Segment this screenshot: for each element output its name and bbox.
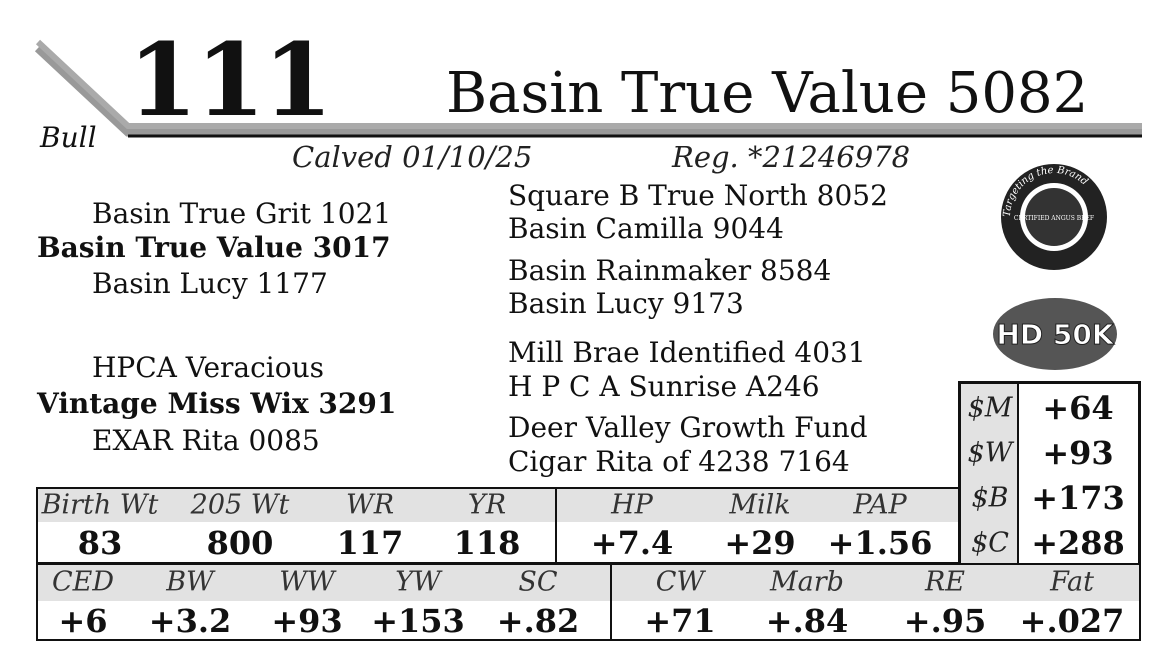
index-label: $C xyxy=(971,527,1009,559)
epd-header: CW xyxy=(655,566,705,598)
genomic-text: HD 50K xyxy=(996,318,1114,351)
animal-name: Basin True Value 5082 xyxy=(446,61,1089,126)
cab-center-text: CERTIFIED ANGUS BEEF xyxy=(1014,215,1094,222)
sire: Basin True Value 3017 xyxy=(37,231,391,264)
sire-dam: Basin Lucy 1177 xyxy=(92,267,328,300)
index-box xyxy=(958,381,1141,564)
outer-ancestor: Basin Camilla 9044 xyxy=(508,212,784,245)
performance-value: +1.56 xyxy=(827,524,933,562)
index-value: +173 xyxy=(1031,479,1125,517)
performance-header-bg xyxy=(38,489,958,522)
epd-table xyxy=(36,563,1141,641)
epd-value: +93 xyxy=(271,602,343,640)
epd-header: BW xyxy=(166,566,214,598)
epd-value: +6 xyxy=(58,602,108,640)
performance-header: Milk xyxy=(729,489,791,521)
registration: Reg. *21246978 xyxy=(672,140,911,174)
performance-value: +7.4 xyxy=(590,524,674,562)
index-value: +93 xyxy=(1042,434,1114,472)
cab-badge-core xyxy=(1025,188,1083,246)
epd-value: +.027 xyxy=(1019,602,1125,640)
index-label-bg xyxy=(961,384,1019,564)
dam-sire: HPCA Veracious xyxy=(92,351,324,384)
performance-value: 83 xyxy=(77,524,123,562)
sire-sire: Basin True Grit 1021 xyxy=(92,197,392,230)
performance-value: 800 xyxy=(206,524,274,562)
performance-header: Birth Wt xyxy=(41,489,159,521)
outer-ancestor: Cigar Rita of 4238 7164 xyxy=(508,445,850,478)
outer-ancestor: Basin Lucy 9173 xyxy=(508,287,744,320)
epd-divider xyxy=(610,565,612,639)
epd-header: Fat xyxy=(1050,566,1094,598)
outer-ancestor: Basin Rainmaker 8584 xyxy=(508,254,832,287)
performance-value: 118 xyxy=(453,524,521,562)
epd-value: +.95 xyxy=(903,602,987,640)
epd-value: +71 xyxy=(644,602,716,640)
outer-ancestor: Deer Valley Growth Fund xyxy=(508,411,868,444)
performance-value: +29 xyxy=(724,524,796,562)
epd-header: Marb xyxy=(770,566,844,598)
performance-header: HP xyxy=(611,489,653,521)
header-rule-shadow xyxy=(34,44,1142,137)
genomic-badge xyxy=(993,298,1117,370)
header-rule xyxy=(35,39,1142,129)
sex: Bull xyxy=(40,121,97,154)
epd-header: RE xyxy=(924,566,966,598)
outer-ancestor: Mill Brae Identified 4031 xyxy=(508,336,866,369)
dam-dam: EXAR Rita 0085 xyxy=(92,424,320,457)
performance-header: WR xyxy=(345,489,395,521)
calved: Calved 01/10/25 xyxy=(292,140,533,174)
index-label: $B xyxy=(971,482,1009,514)
epd-header: YW xyxy=(395,566,441,598)
index-label: $M xyxy=(967,392,1013,424)
epd-value: +.82 xyxy=(496,602,580,640)
index-value: +288 xyxy=(1031,524,1125,562)
epd-header-bg xyxy=(38,565,1139,601)
epd-value: +3.2 xyxy=(148,602,232,640)
epd-value: +.84 xyxy=(765,602,849,640)
performance-header: 205 Wt xyxy=(190,489,290,521)
epd-header: CED xyxy=(51,566,115,598)
dam: Vintage Miss Wix 3291 xyxy=(37,387,397,420)
index-label: $W xyxy=(967,437,1013,469)
lot-number: 111 xyxy=(128,21,333,139)
performance-divider xyxy=(555,489,557,564)
epd-header: SC xyxy=(518,566,558,598)
outer-ancestor: H P C A Sunrise A246 xyxy=(508,370,820,403)
index-value: +64 xyxy=(1042,389,1114,427)
performance-value: 117 xyxy=(336,524,404,562)
performance-header: YR xyxy=(467,489,507,521)
performance-header: PAP xyxy=(853,489,907,521)
outer-ancestor: Square B True North 8052 xyxy=(508,179,888,212)
epd-value: +153 xyxy=(371,602,465,640)
epd-header: WW xyxy=(279,566,335,598)
